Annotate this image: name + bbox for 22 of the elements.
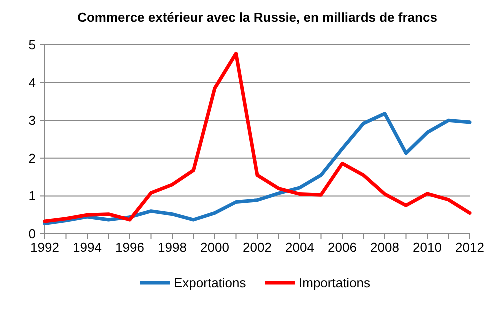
line-series xyxy=(43,112,472,226)
x-tick-label: 2010 xyxy=(413,240,442,255)
x-tick-label: 2012 xyxy=(456,240,484,255)
x-tick-label: 2006 xyxy=(328,240,357,255)
y-tick-label: 0 xyxy=(28,226,36,242)
y-tick-label: 1 xyxy=(28,188,36,204)
x-tick-label: 1996 xyxy=(116,240,144,255)
y-tick-label: 5 xyxy=(28,38,36,52)
x-tick-label: 2008 xyxy=(370,240,400,255)
x-tick-label: 2004 xyxy=(286,240,314,255)
chart-title: Commerce extérieur avec la Russie, en milliards de francs xyxy=(78,10,438,25)
x-tick-label: 2002 xyxy=(243,240,272,255)
legend-label: Exportations xyxy=(174,276,247,290)
x-tick-label: 2000 xyxy=(200,240,230,255)
legend-label: Importations xyxy=(299,276,372,290)
y-tick-label: 4 xyxy=(28,75,36,90)
x-tick-label: 1994 xyxy=(73,240,102,255)
x-tick-label: 1998 xyxy=(158,240,187,255)
y-tick-label: 2 xyxy=(28,150,36,166)
x-tick-label: 1992 xyxy=(30,240,60,255)
line-series xyxy=(43,52,472,224)
y-tick-label: 3 xyxy=(28,113,36,128)
